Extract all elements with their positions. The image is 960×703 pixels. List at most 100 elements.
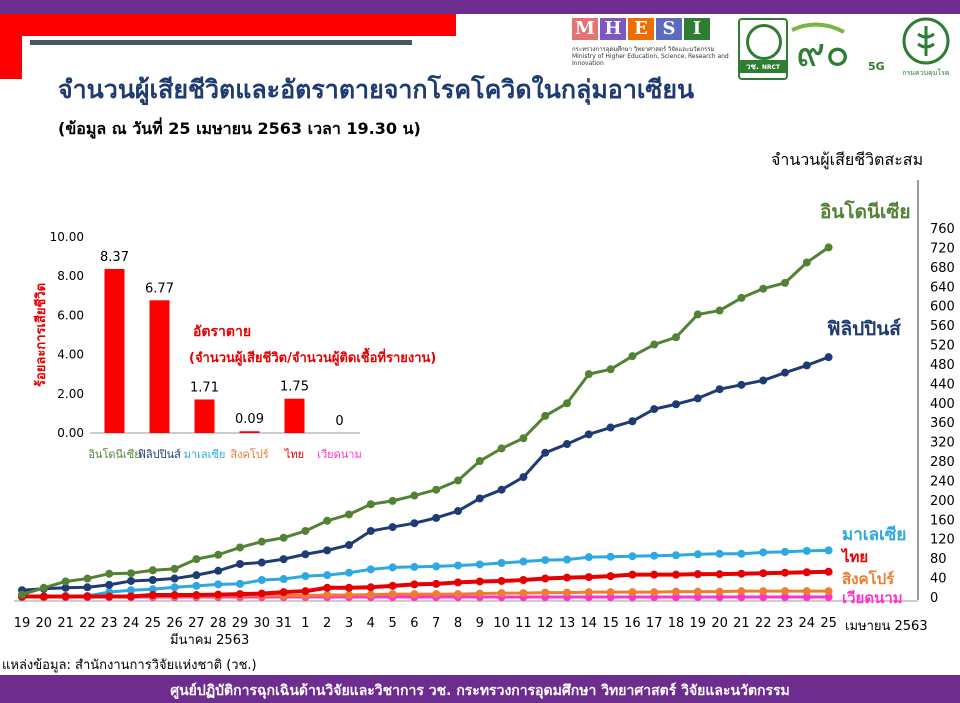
data-point-thailand	[802, 568, 811, 577]
red-accent-corner	[0, 14, 22, 79]
data-point-thailand	[388, 581, 397, 590]
data-point-malaysia	[802, 546, 811, 555]
data-point-indonesia	[148, 566, 157, 575]
data-point-thailand	[475, 577, 484, 586]
bar-y-tick-label: 6.00	[57, 308, 84, 322]
data-point-malaysia	[497, 559, 506, 568]
data-point-indonesia	[323, 516, 332, 525]
data-point-singapore	[650, 588, 659, 597]
series-label-indonesia: อินโดนีเซีย	[820, 200, 910, 223]
bar-category-label: อินโดนีเซีย	[88, 447, 141, 461]
data-point-indonesia	[39, 583, 48, 592]
data-point-indonesia	[432, 485, 441, 494]
y-tick-label: 240	[930, 474, 955, 489]
y-tick-label: 680	[930, 261, 955, 276]
bar-y-tick-label: 2.00	[57, 387, 84, 401]
bar-malaysia	[194, 399, 215, 433]
data-point-malaysia	[432, 562, 441, 571]
data-point-philippines	[584, 430, 593, 439]
data-point-thailand	[693, 570, 702, 579]
data-point-philippines	[497, 485, 506, 494]
data-point-thailand	[279, 588, 288, 597]
bar-value-label: 0.09	[235, 412, 264, 427]
data-point-philippines	[759, 376, 768, 385]
bar-chart-title: อัตราตาย	[193, 324, 251, 340]
data-point-indonesia	[497, 444, 506, 453]
data-point-indonesia	[824, 243, 833, 252]
x-tick-label: 18	[668, 616, 685, 631]
data-point-malaysia	[693, 550, 702, 559]
data-point-philippines	[257, 558, 266, 567]
data-point-philippines	[105, 580, 114, 589]
data-point-indonesia	[737, 293, 746, 302]
data-point-singapore	[802, 587, 811, 596]
y-tick-label: 480	[930, 358, 955, 373]
ninety-year-logo: ๙๐ 5G	[791, 22, 885, 76]
series-label-singapore: สิงคโปร์	[842, 569, 895, 588]
series-line-indonesia	[21, 246, 830, 597]
y-tick-label: 320	[930, 436, 955, 451]
data-point-philippines	[192, 571, 201, 580]
data-point-indonesia	[541, 411, 550, 420]
data-point-malaysia	[301, 572, 310, 581]
data-point-malaysia	[454, 561, 462, 570]
data-point-thailand	[628, 570, 637, 579]
y-tick-label: 400	[930, 397, 955, 412]
x-tick-label: 9	[476, 616, 484, 631]
data-point-malaysia	[628, 552, 637, 561]
data-point-philippines	[388, 523, 397, 532]
data-point-singapore	[672, 587, 680, 596]
x-tick-label: 16	[624, 616, 641, 631]
nrct-logo: วช. NRCT	[738, 18, 788, 80]
mhesi-letter: M	[572, 18, 598, 40]
data-point-malaysia	[388, 563, 397, 572]
page-title: จำนวนผู้เสียชีวิตและอัตราตายจากโรคโควิดใ…	[58, 75, 695, 104]
data-point-malaysia	[257, 576, 266, 585]
top-banner	[0, 0, 960, 14]
series-label-vietnam: เวียดนาม	[842, 589, 903, 607]
data-point-vietnam	[802, 593, 811, 601]
data-point-singapore	[345, 591, 353, 600]
y-tick-label: 720	[930, 241, 955, 256]
data-point-thailand	[236, 590, 244, 599]
nrct-emblem-icon	[746, 24, 782, 60]
data-point-indonesia	[563, 399, 571, 408]
data-point-philippines	[475, 494, 484, 503]
data-point-thailand	[737, 569, 746, 578]
bar-philippines	[149, 300, 170, 433]
data-point-singapore	[432, 590, 441, 599]
data-point-malaysia	[366, 565, 375, 574]
x-tick-label: 21	[733, 616, 750, 631]
data-point-singapore	[715, 587, 724, 596]
data-point-thailand	[672, 570, 680, 579]
x-tick-label: 24	[123, 616, 140, 631]
data-point-indonesia	[410, 491, 419, 500]
data-point-thailand	[323, 583, 332, 592]
data-point-indonesia	[781, 278, 789, 287]
bar-category-label: ไทย	[284, 448, 304, 461]
bar-category-label: ฟิลิปปินส์	[138, 448, 182, 461]
x-tick-label: 11	[515, 616, 532, 631]
data-point-singapore	[410, 590, 419, 599]
x-tick-label: 4	[367, 616, 375, 631]
bar-category-label: เวียดนาม	[317, 448, 361, 461]
data-point-philippines	[650, 405, 659, 414]
x-tick-label: 10	[493, 616, 510, 631]
data-point-indonesia	[519, 434, 528, 443]
data-point-thailand	[497, 576, 506, 585]
bar-value-label: 0	[335, 414, 343, 429]
data-point-singapore	[781, 587, 789, 596]
bar-value-label: 1.71	[190, 380, 219, 395]
data-point-thailand	[650, 570, 659, 579]
x-tick-label: 25	[820, 616, 837, 631]
data-point-thailand	[606, 572, 615, 581]
x-tick-label: 20	[711, 616, 728, 631]
data-point-philippines	[127, 576, 135, 585]
data-point-malaysia	[759, 548, 768, 557]
data-point-thailand	[301, 587, 310, 596]
data-point-malaysia	[584, 553, 593, 562]
line-chart-ylabel: จำนวนผู้เสียชีวิตสะสม	[771, 150, 924, 169]
data-point-thailand	[214, 590, 223, 599]
y-tick-label: 0	[930, 591, 938, 606]
